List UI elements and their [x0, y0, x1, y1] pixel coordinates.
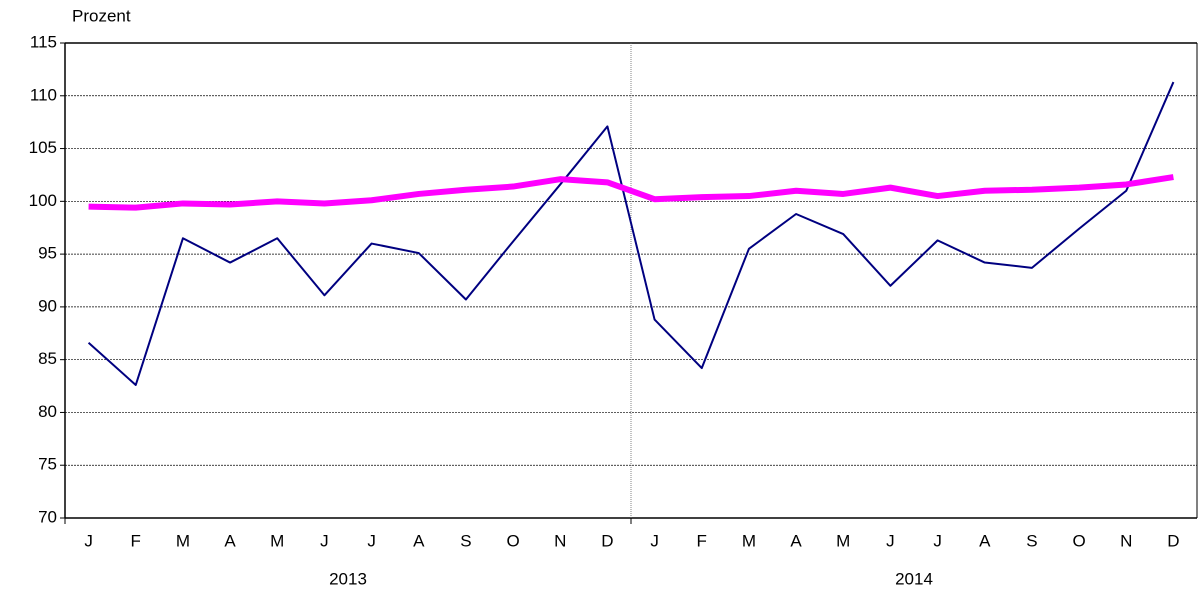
- x-tick-label: M: [270, 531, 284, 550]
- y-axis-label: Prozent: [72, 6, 131, 25]
- x-tick-label: J: [320, 531, 329, 550]
- x-tick-label: J: [886, 531, 895, 550]
- x-tick-label: N: [554, 531, 566, 550]
- x-tick-label: A: [979, 531, 991, 550]
- x-tick-label: A: [413, 531, 425, 550]
- x-tick-label: J: [84, 531, 93, 550]
- y-tick-label: 90: [38, 296, 57, 315]
- y-tick-label: 70: [38, 507, 57, 526]
- data-line: [88, 174, 1174, 211]
- y-tick-label: 100: [29, 191, 57, 210]
- x-tick-label: M: [836, 531, 850, 550]
- x-tick-label: N: [1120, 531, 1132, 550]
- y-tick-label: 75: [38, 455, 57, 474]
- y-tick-label: 80: [38, 402, 57, 421]
- x-tick-label: O: [1072, 531, 1085, 550]
- data-line: [87, 81, 1175, 386]
- y-tick-label: 105: [29, 138, 57, 157]
- x-tick-label: M: [742, 531, 756, 550]
- x-tick-label: S: [1026, 531, 1037, 550]
- x-tick-label: J: [650, 531, 659, 550]
- x-tick-label: M: [176, 531, 190, 550]
- x-tick-label: D: [601, 531, 613, 550]
- y-tick-label: 115: [30, 32, 57, 51]
- x-tick-label: D: [1167, 531, 1179, 550]
- x-tick-label: J: [933, 531, 942, 550]
- y-tick-label: 95: [38, 244, 57, 263]
- y-tick-label: 110: [30, 85, 57, 104]
- x-group-label: 2013: [329, 569, 367, 588]
- x-tick-label: A: [224, 531, 236, 550]
- x-tick-label: J: [367, 531, 376, 550]
- x-tick-label: S: [460, 531, 471, 550]
- x-tick-label: O: [506, 531, 519, 550]
- y-tick-label: 85: [38, 349, 57, 368]
- x-tick-label: F: [697, 531, 707, 550]
- x-group-label: 2014: [895, 569, 933, 588]
- x-tick-label: F: [131, 531, 141, 550]
- x-tick-label: A: [790, 531, 802, 550]
